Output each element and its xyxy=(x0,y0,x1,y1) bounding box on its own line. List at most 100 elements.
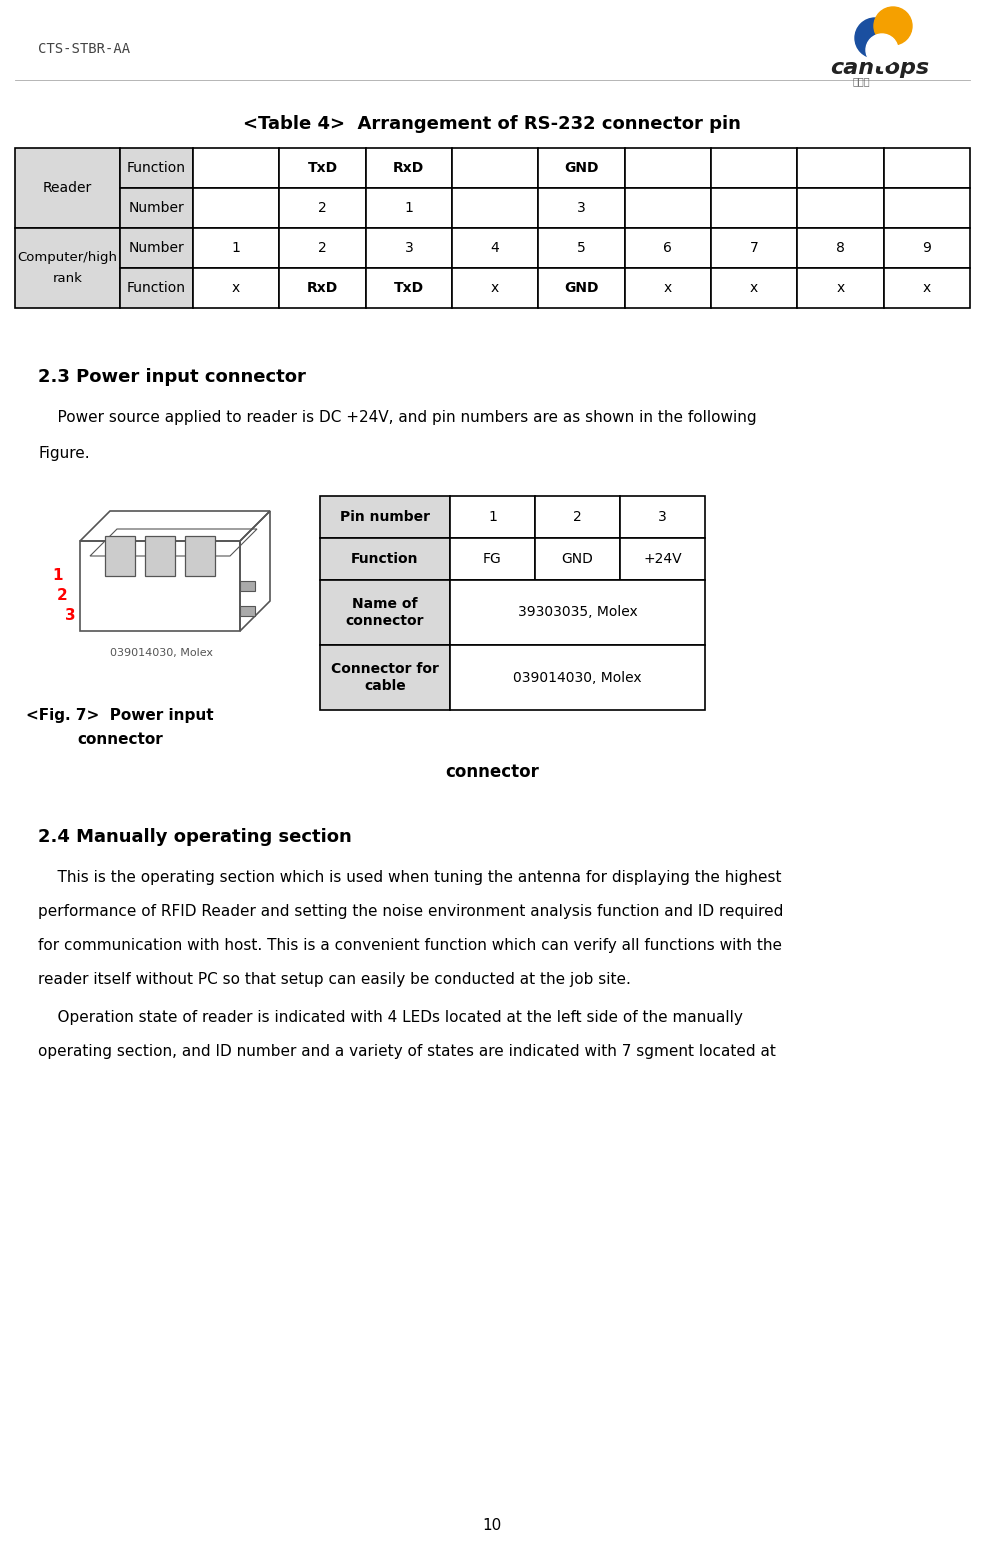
Text: 2: 2 xyxy=(318,201,327,215)
Bar xyxy=(620,537,705,581)
Text: Computer/high: Computer/high xyxy=(18,252,117,264)
Bar xyxy=(185,536,215,576)
Bar xyxy=(535,537,620,581)
Text: GND: GND xyxy=(564,281,599,295)
Bar xyxy=(193,148,280,188)
Bar xyxy=(365,188,452,229)
Text: Function: Function xyxy=(352,553,419,567)
Bar xyxy=(280,229,365,269)
Bar xyxy=(320,581,450,645)
Bar xyxy=(280,148,365,188)
Bar xyxy=(105,536,135,576)
Bar xyxy=(539,148,624,188)
Text: x: x xyxy=(923,281,931,295)
Text: GND: GND xyxy=(561,553,593,567)
Text: 3: 3 xyxy=(405,241,414,255)
Text: 캔탑스: 캔탑스 xyxy=(853,76,871,86)
Text: connector: connector xyxy=(77,732,163,747)
Text: x: x xyxy=(750,281,758,295)
Text: 4: 4 xyxy=(491,241,499,255)
Bar xyxy=(280,269,365,307)
Text: 39303035, Molex: 39303035, Molex xyxy=(518,605,637,619)
Circle shape xyxy=(866,34,898,66)
Text: 1: 1 xyxy=(52,568,62,584)
Bar xyxy=(320,537,450,581)
Bar xyxy=(452,188,539,229)
Bar xyxy=(884,269,970,307)
Text: x: x xyxy=(836,281,844,295)
Text: RxD: RxD xyxy=(307,281,338,295)
Text: reader itself without PC so that setup can easily be conducted at the job site.: reader itself without PC so that setup c… xyxy=(38,973,630,987)
Text: FG: FG xyxy=(483,553,502,567)
Bar xyxy=(452,229,539,269)
Text: 10: 10 xyxy=(483,1518,501,1533)
Bar xyxy=(15,229,120,307)
Bar xyxy=(450,645,705,710)
Text: 2: 2 xyxy=(318,241,327,255)
Bar xyxy=(797,188,884,229)
Bar xyxy=(450,581,705,645)
Bar xyxy=(193,188,280,229)
Text: Power source applied to reader is DC +24V, and pin numbers are as shown in the f: Power source applied to reader is DC +24… xyxy=(38,411,756,425)
Bar xyxy=(280,188,365,229)
Bar xyxy=(539,188,624,229)
Bar xyxy=(240,605,255,616)
Bar xyxy=(365,148,452,188)
Text: Figure.: Figure. xyxy=(38,446,90,462)
Bar xyxy=(320,496,450,537)
Text: 2: 2 xyxy=(573,510,582,523)
Bar xyxy=(711,269,797,307)
Bar xyxy=(120,148,193,188)
Text: cantops: cantops xyxy=(830,59,929,79)
Text: 039014030, Molex: 039014030, Molex xyxy=(513,670,642,684)
Text: Operation state of reader is indicated with 4 LEDs located at the left side of t: Operation state of reader is indicated w… xyxy=(38,1010,743,1025)
Bar xyxy=(193,269,280,307)
Text: rank: rank xyxy=(52,272,83,284)
Bar xyxy=(797,269,884,307)
Text: TxD: TxD xyxy=(307,161,338,174)
Bar xyxy=(797,148,884,188)
Bar xyxy=(120,269,193,307)
Text: Name of
connector: Name of connector xyxy=(346,598,425,628)
Bar xyxy=(711,148,797,188)
Text: Number: Number xyxy=(129,201,184,215)
Text: 3: 3 xyxy=(65,608,76,624)
Circle shape xyxy=(874,8,912,45)
Text: 1: 1 xyxy=(488,510,497,523)
Text: x: x xyxy=(492,281,499,295)
Bar xyxy=(884,229,970,269)
Bar xyxy=(797,229,884,269)
Bar xyxy=(711,188,797,229)
Bar xyxy=(145,536,175,576)
Bar xyxy=(620,496,705,537)
Text: +24V: +24V xyxy=(643,553,682,567)
Bar xyxy=(539,269,624,307)
Bar xyxy=(624,269,711,307)
Text: connector: connector xyxy=(445,763,539,781)
Text: <Fig. 7>  Power input: <Fig. 7> Power input xyxy=(27,709,214,723)
Bar xyxy=(450,537,535,581)
Text: 1: 1 xyxy=(231,241,240,255)
Bar xyxy=(450,496,535,537)
Bar xyxy=(624,229,711,269)
Text: This is the operating section which is used when tuning the antenna for displayi: This is the operating section which is u… xyxy=(38,869,781,885)
Text: Function: Function xyxy=(127,281,186,295)
Text: 2: 2 xyxy=(57,588,68,604)
Text: x: x xyxy=(232,281,240,295)
Text: Pin number: Pin number xyxy=(340,510,430,523)
Bar xyxy=(193,229,280,269)
Text: 039014030, Molex: 039014030, Molex xyxy=(110,648,213,658)
Text: Reader: Reader xyxy=(43,181,93,195)
Text: x: x xyxy=(664,281,672,295)
Text: 5: 5 xyxy=(577,241,586,255)
Bar xyxy=(884,148,970,188)
Bar xyxy=(15,148,120,229)
Text: 2.4 Manually operating section: 2.4 Manually operating section xyxy=(38,828,352,846)
Bar xyxy=(365,229,452,269)
Text: operating section, and ID number and a variety of states are indicated with 7 sg: operating section, and ID number and a v… xyxy=(38,1044,776,1059)
Text: TxD: TxD xyxy=(394,281,424,295)
Bar xyxy=(365,269,452,307)
Bar xyxy=(624,148,711,188)
Bar xyxy=(624,188,711,229)
Text: 9: 9 xyxy=(922,241,931,255)
